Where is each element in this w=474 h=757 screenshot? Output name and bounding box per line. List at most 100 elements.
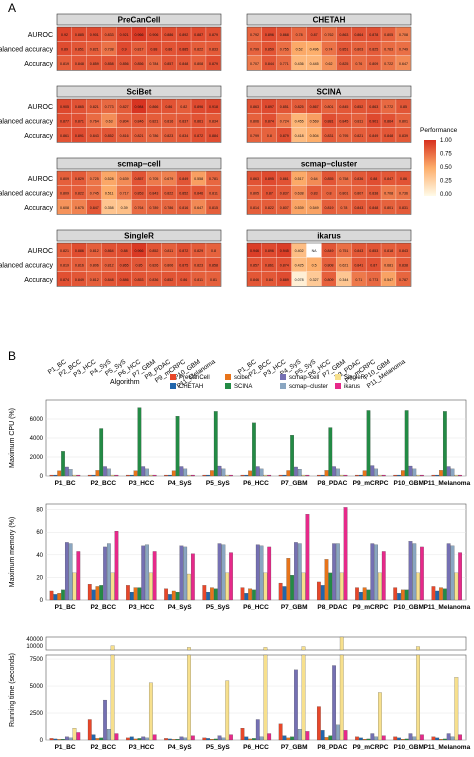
cell-value: 0.846 xyxy=(250,278,259,282)
bar xyxy=(95,738,100,741)
cell-value: 0.806 xyxy=(90,263,99,267)
heatmap-cell xyxy=(291,41,307,56)
cell-value: 0.799 xyxy=(250,47,259,51)
cell-value: 0.82 xyxy=(180,105,187,109)
cell-value: 0.822 xyxy=(75,191,84,195)
bar xyxy=(221,544,226,601)
heatmap-cell xyxy=(321,171,337,186)
bar xyxy=(91,734,96,741)
cell-value: 0.87 xyxy=(311,33,318,37)
heatmap-cell xyxy=(261,185,277,200)
cell-value: 0.809 xyxy=(60,177,69,181)
bar xyxy=(183,737,188,741)
cell-value: 0.803 xyxy=(354,47,363,51)
facet-strip xyxy=(246,157,412,170)
heatmap-cell xyxy=(206,243,221,258)
x-tick-label: P7_GBM xyxy=(281,604,308,611)
heatmap-cell xyxy=(321,185,337,200)
heatmap-cell xyxy=(336,99,352,114)
heatmap-cell xyxy=(131,257,147,272)
cell-value: 0.843 xyxy=(354,206,363,210)
heatmap-cell xyxy=(101,185,117,200)
legend-swatch xyxy=(170,383,176,389)
cell-value: 0.891 xyxy=(75,134,84,138)
heatmap-cell xyxy=(336,27,352,42)
heatmap-cell xyxy=(206,99,221,114)
heatmap-cell xyxy=(131,243,147,258)
cell-value: 0.879 xyxy=(209,33,218,37)
y-tick-label: 80 xyxy=(36,508,43,514)
cell-value: 0.966 xyxy=(135,249,144,253)
cell-value: 0.5 xyxy=(312,263,317,267)
heatmap-cell xyxy=(261,113,277,128)
heatmap-cell xyxy=(291,257,307,272)
legend-swatch xyxy=(225,374,231,380)
cell-value: 0.799 xyxy=(250,134,259,138)
bar xyxy=(72,474,77,477)
bar xyxy=(206,591,210,601)
bar xyxy=(381,551,386,601)
heatmap-cell xyxy=(396,272,411,287)
x-tick-label: P8_PDAC xyxy=(317,480,347,487)
heatmap-cell xyxy=(276,99,292,114)
cell-value: 0.843 xyxy=(354,249,363,253)
heatmap-cell xyxy=(191,272,206,287)
bar xyxy=(229,474,233,477)
cell-value: 0.863 xyxy=(369,105,378,109)
cell-value: 0.886 xyxy=(164,33,173,37)
heatmap-cell xyxy=(381,41,396,56)
cell-value: 0.809 xyxy=(60,191,69,195)
bar xyxy=(370,733,375,741)
heatmap-cell xyxy=(306,41,322,56)
facet-strip xyxy=(246,85,412,98)
heatmap-cell xyxy=(191,171,206,186)
cell-value: 0.764 xyxy=(90,119,99,123)
bar xyxy=(370,543,375,601)
bar xyxy=(378,474,382,477)
bar xyxy=(366,738,371,741)
heatmap-cell xyxy=(396,128,411,143)
heatmap-cell xyxy=(321,272,337,287)
x-tick-label: P9_mCRPC xyxy=(353,744,389,751)
cell-value: 0.771 xyxy=(280,62,289,66)
heatmap-cell xyxy=(247,113,262,128)
bar xyxy=(378,572,382,601)
bar xyxy=(152,551,157,601)
heatmap-cell xyxy=(161,113,176,128)
cell-value: 0.852 xyxy=(149,249,158,253)
bar xyxy=(57,739,62,741)
bar xyxy=(339,654,344,741)
bar xyxy=(95,586,100,601)
cell-value: 0.826 xyxy=(149,263,158,267)
heatmap-cell xyxy=(161,243,176,258)
bar xyxy=(416,474,420,477)
legend-swatch xyxy=(335,374,341,380)
cell-value: 0.809 xyxy=(369,62,378,66)
cell-value: 0.549 xyxy=(310,206,319,210)
cell-value: 0.901 xyxy=(369,119,378,123)
bar xyxy=(297,469,302,477)
bar xyxy=(278,474,283,477)
cell-value: 0.39 xyxy=(121,206,128,210)
heatmap-cell xyxy=(146,243,162,258)
bar xyxy=(210,739,214,741)
cell-value: 0.787 xyxy=(399,278,408,282)
x-tick-label: P4_SyS xyxy=(168,604,193,611)
heatmap-cell xyxy=(366,113,381,128)
bar xyxy=(244,736,249,741)
heatmap-cell xyxy=(206,41,221,56)
cell-value: 0.831 xyxy=(325,134,334,138)
heatmap-cell xyxy=(57,27,72,42)
bar xyxy=(171,590,176,601)
bar xyxy=(168,738,172,741)
bar xyxy=(57,593,62,601)
cell-value: 0.843 xyxy=(149,191,158,195)
heatmap-cell xyxy=(146,257,162,272)
heatmap-cell xyxy=(366,200,381,215)
bar xyxy=(148,682,153,741)
cell-value: 0.85 xyxy=(136,263,143,267)
bar xyxy=(61,739,65,741)
legend-swatch xyxy=(335,383,341,389)
bar xyxy=(240,474,245,477)
cell-value: 0.71 xyxy=(355,278,362,282)
